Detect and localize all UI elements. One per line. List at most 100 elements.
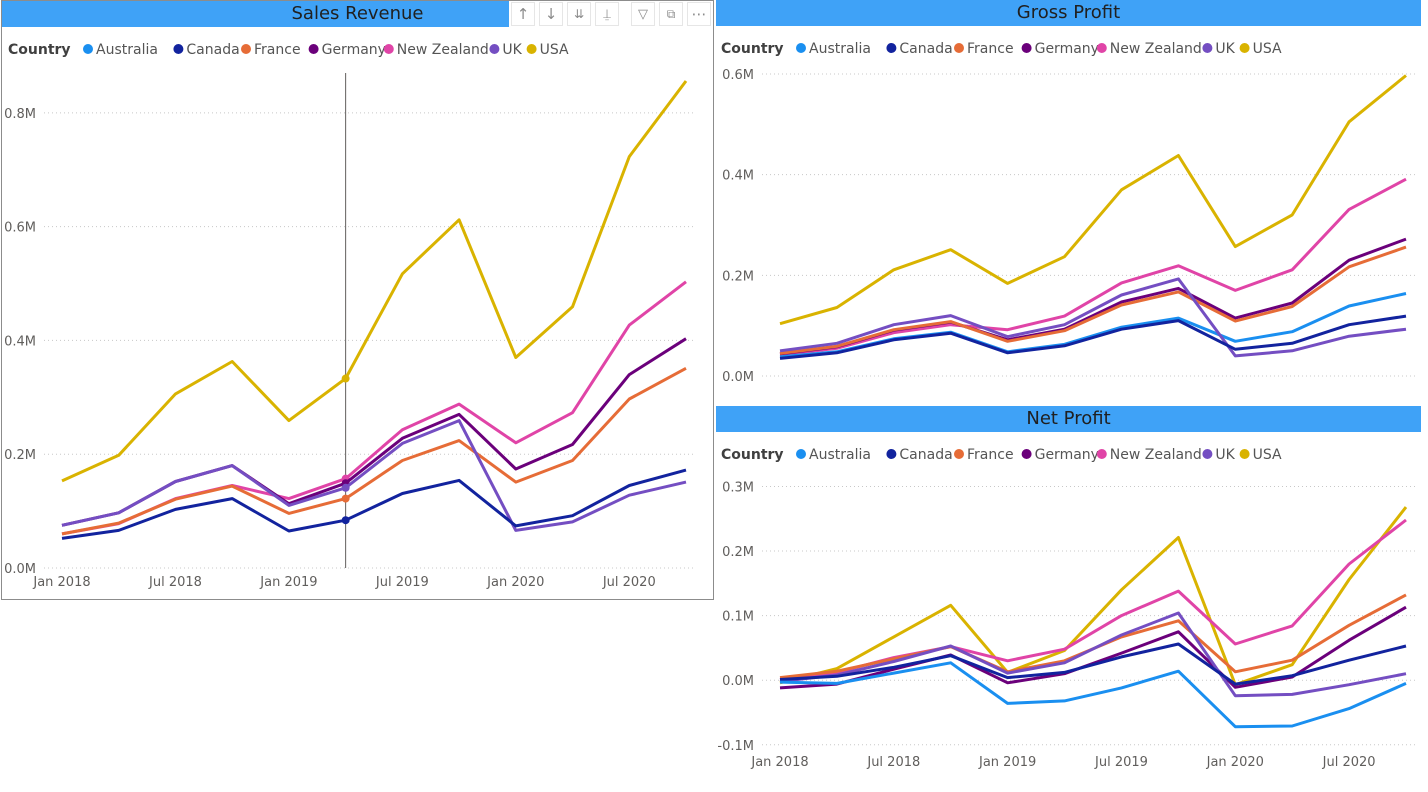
legend-label-usa: USA	[1253, 41, 1282, 57]
legend-marker-new-zealand	[1096, 449, 1107, 459]
series-line-uk[interactable]	[779, 277, 1407, 358]
legend-item-canada[interactable]: Canada	[173, 42, 240, 58]
legend-item-uk[interactable]: UK	[1202, 41, 1236, 57]
focus-mode-button[interactable]: ⧉	[659, 2, 683, 26]
data-point-france[interactable]	[341, 494, 350, 503]
net-profit-chart[interactable]: Country Australia Canada France Germany New Z…	[716, 432, 1421, 792]
legend-item-canada[interactable]: Canada	[886, 447, 953, 463]
more-options-button[interactable]: ⋯	[687, 2, 711, 26]
legend-title: Country	[721, 41, 784, 57]
gross-legend: Country Australia Canada France Germany New Z…	[721, 41, 1282, 57]
sales-legend: Country Australia Canada France Germany New Z…	[8, 42, 569, 58]
legend-label-germany: Germany	[1035, 41, 1099, 57]
legend-title: Country	[8, 42, 71, 58]
legend-item-france[interactable]: France	[241, 42, 301, 58]
sales-revenue-chart[interactable]: Country Australia Canada France Germany New Z…	[2, 27, 713, 599]
series-line-france[interactable]	[779, 245, 1407, 355]
double-arrow-down-icon: ⇊	[573, 7, 585, 21]
series-line-usa[interactable]	[779, 74, 1407, 326]
legend-item-usa[interactable]: USA	[1239, 447, 1282, 463]
data-point-uk[interactable]	[341, 483, 350, 492]
legend-item-germany[interactable]: Germany	[1021, 41, 1099, 57]
series-line-new-zealand[interactable]	[779, 518, 1407, 681]
net-profit-title: Net Profit	[716, 406, 1421, 432]
legend-marker-australia	[83, 44, 93, 54]
y-tick-label: 0.2M	[4, 448, 36, 463]
legend-label-australia: Australia	[809, 447, 871, 463]
legend-label-uk: UK	[1215, 41, 1235, 57]
x-tick-label: Jan 2018	[32, 575, 90, 590]
legend-item-uk[interactable]: UK	[1202, 447, 1236, 463]
legend-item-usa[interactable]: USA	[1239, 41, 1282, 57]
net-profit-panel[interactable]: Net Profit Country Australia Canada France G…	[716, 406, 1421, 792]
expand-all-button[interactable]: ⇊	[567, 2, 591, 26]
series-line-australia[interactable]	[779, 661, 1407, 729]
y-tick-label: 0.0M	[722, 674, 754, 689]
series-line-canada[interactable]	[779, 314, 1407, 360]
sales-revenue-panel[interactable]: Sales Revenue ↑ ↓ ⇊ ⍊ ▽ ⧉ ⋯ Country Austr…	[1, 0, 714, 600]
legend-marker-france	[241, 44, 251, 54]
legend-item-usa[interactable]: USA	[526, 42, 569, 58]
hierarchy-icon: ⍊	[603, 6, 611, 22]
series-line-uk[interactable]	[61, 419, 687, 532]
y-tick-label: 0.2M	[722, 545, 754, 560]
x-tick-label: Jul 2019	[375, 575, 429, 590]
legend-label-france: France	[254, 42, 301, 58]
legend-label-canada: Canada	[899, 447, 952, 463]
legend-item-australia[interactable]: Australia	[83, 42, 158, 58]
x-tick-label: Jul 2020	[1322, 755, 1376, 770]
legend-marker-germany	[1021, 43, 1032, 53]
legend-label-usa: USA	[540, 42, 569, 58]
series-line-new-zealand[interactable]	[61, 280, 687, 536]
legend-label-germany: Germany	[322, 42, 386, 58]
gross-profit-chart[interactable]: Country Australia Canada France Germany New Z…	[716, 26, 1421, 402]
series-line-usa[interactable]	[61, 80, 688, 483]
y-tick-label: 0.1M	[722, 610, 754, 625]
gross-profit-panel[interactable]: Gross Profit Country Australia Canada Franc…	[716, 0, 1421, 402]
series-line-new-zealand[interactable]	[779, 177, 1407, 357]
legend-item-france[interactable]: France	[954, 447, 1014, 463]
y-tick-label: 0.4M	[4, 334, 36, 349]
funnel-icon: ▽	[638, 6, 648, 22]
legend-label-australia: Australia	[809, 41, 871, 57]
legend-marker-canada	[173, 44, 184, 54]
series-line-uk[interactable]	[779, 611, 1407, 698]
legend-marker-uk	[1202, 43, 1213, 53]
legend-item-new-zealand[interactable]: New Zealand	[383, 42, 489, 58]
filter-button[interactable]: ▽	[631, 2, 655, 26]
gross-profit-title: Gross Profit	[716, 0, 1421, 26]
legend-marker-germany	[1021, 449, 1032, 459]
legend-marker-canada	[886, 449, 897, 459]
drill-up-button[interactable]: ↑	[511, 2, 535, 26]
legend-item-france[interactable]: France	[954, 41, 1014, 57]
legend-item-canada[interactable]: Canada	[886, 41, 953, 57]
series-line-germany[interactable]	[61, 337, 687, 527]
series-line-canada[interactable]	[779, 642, 1407, 686]
legend-item-new-zealand[interactable]: New Zealand	[1096, 447, 1202, 463]
legend-marker-new-zealand	[1096, 43, 1107, 53]
x-tick-label: Jan 2020	[486, 575, 544, 590]
legend-label-canada: Canada	[186, 42, 239, 58]
series-line-usa[interactable]	[779, 506, 1408, 687]
legend-label-new-zealand: New Zealand	[1110, 447, 1202, 463]
drill-down-button[interactable]: ↓	[539, 2, 563, 26]
legend-item-australia[interactable]: Australia	[796, 41, 871, 57]
expand-next-level-button[interactable]: ⍊	[595, 2, 619, 26]
series-line-australia[interactable]	[779, 292, 1407, 359]
series-line-canada[interactable]	[61, 468, 687, 540]
legend-item-australia[interactable]: Australia	[796, 447, 871, 463]
data-point-usa[interactable]	[341, 374, 350, 383]
data-point-canada[interactable]	[341, 516, 350, 525]
legend-marker-germany	[308, 44, 319, 54]
legend-item-germany[interactable]: Germany	[308, 42, 386, 58]
legend-marker-usa	[1239, 43, 1250, 53]
legend-marker-canada	[886, 43, 897, 53]
legend-marker-australia	[796, 43, 806, 53]
x-tick-label: Jan 2019	[978, 755, 1036, 770]
series-line-france[interactable]	[61, 366, 687, 536]
x-tick-label: Jul 2019	[1094, 755, 1148, 770]
legend-item-new-zealand[interactable]: New Zealand	[1096, 41, 1202, 57]
y-tick-label: 0.6M	[722, 68, 754, 83]
legend-item-uk[interactable]: UK	[489, 42, 523, 58]
legend-item-germany[interactable]: Germany	[1021, 447, 1099, 463]
